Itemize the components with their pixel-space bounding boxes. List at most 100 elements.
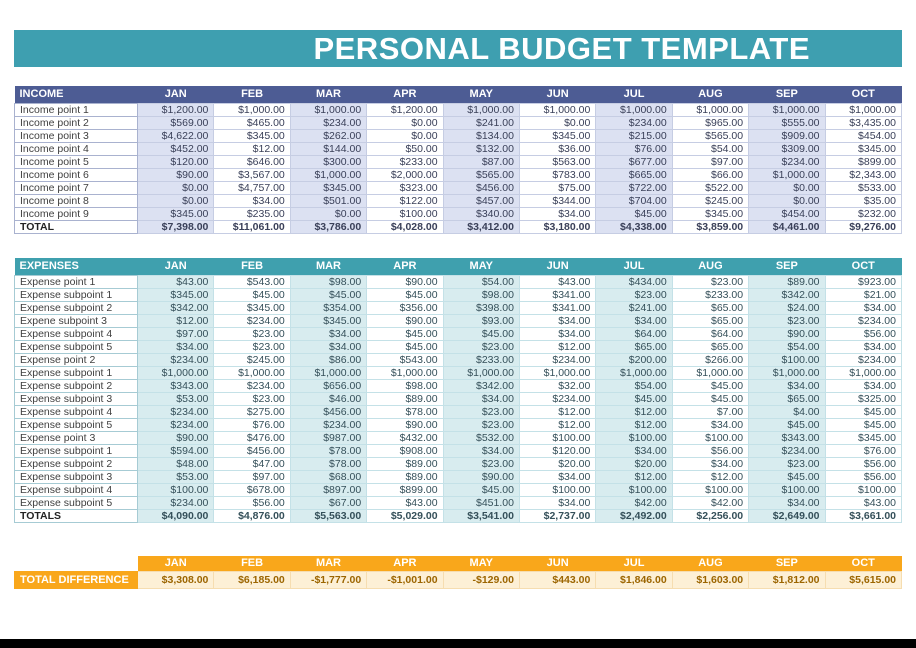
cell[interactable]: $234.00: [136, 417, 215, 432]
cell[interactable]: $234.00: [136, 352, 215, 367]
cell[interactable]: $34.00: [289, 339, 368, 354]
month-header-aug[interactable]: AUG: [672, 86, 749, 103]
cell[interactable]: $34.00: [824, 339, 903, 354]
cell[interactable]: $4,757.00: [213, 180, 291, 195]
row-label[interactable]: Expense subpoint 4: [14, 404, 138, 419]
cell[interactable]: $76.00: [213, 417, 291, 432]
cell[interactable]: $45.00: [824, 417, 903, 432]
cell[interactable]: $100.00: [518, 482, 597, 497]
month-header-may[interactable]: MAY: [443, 258, 520, 275]
cell[interactable]: $134.00: [442, 128, 520, 143]
cell[interactable]: $56.00: [824, 326, 903, 341]
cell[interactable]: $233.00: [671, 287, 750, 302]
row-label[interactable]: Income point 4: [14, 141, 138, 156]
cell[interactable]: $345.00: [671, 206, 750, 221]
total-cell[interactable]: $4,876.00: [213, 508, 291, 523]
cell[interactable]: $90.00: [366, 417, 444, 432]
difference-cell[interactable]: -$1,777.00: [289, 570, 368, 589]
row-label[interactable]: Income point 7: [14, 180, 138, 195]
total-cell[interactable]: $2,492.00: [595, 508, 673, 523]
total-cell[interactable]: $4,028.00: [366, 219, 444, 234]
month-header-jun[interactable]: JUN: [519, 258, 596, 275]
cell[interactable]: $100.00: [518, 430, 597, 445]
cell[interactable]: $100.00: [748, 352, 826, 367]
row-label[interactable]: Expense subpoint 4: [14, 326, 138, 341]
cell[interactable]: $342.00: [136, 300, 215, 315]
cell[interactable]: $100.00: [671, 430, 750, 445]
total-cell[interactable]: $3,661.00: [824, 508, 903, 523]
cell[interactable]: $345.00: [213, 128, 291, 143]
cell[interactable]: $98.00: [366, 378, 444, 393]
row-label[interactable]: Expense subpoint 2: [14, 300, 138, 315]
month-header-mar[interactable]: MAR: [290, 258, 367, 275]
cell[interactable]: $345.00: [824, 430, 903, 445]
cell[interactable]: $899.00: [366, 482, 444, 497]
month-header-jan[interactable]: JAN: [137, 258, 214, 275]
row-label[interactable]: Expense subpoint 2: [14, 378, 138, 393]
cell[interactable]: $34.00: [518, 326, 597, 341]
cell[interactable]: $923.00: [824, 274, 903, 289]
cell[interactable]: $32.00: [518, 378, 597, 393]
cell[interactable]: $234.00: [824, 313, 903, 328]
cell[interactable]: $245.00: [213, 352, 291, 367]
cell[interactable]: $65.00: [748, 391, 826, 406]
cell[interactable]: $987.00: [289, 430, 368, 445]
cell[interactable]: $457.00: [442, 193, 520, 208]
cell[interactable]: $34.00: [289, 326, 368, 341]
cell[interactable]: $1,000.00: [289, 102, 368, 117]
month-header-jul[interactable]: JUL: [595, 86, 673, 103]
cell[interactable]: $24.00: [748, 300, 826, 315]
cell[interactable]: $1,000.00: [442, 102, 520, 117]
cell[interactable]: $1,000.00: [366, 365, 444, 380]
cell[interactable]: $42.00: [671, 495, 750, 510]
cell[interactable]: $54.00: [748, 339, 826, 354]
cell[interactable]: $97.00: [671, 154, 750, 169]
cell[interactable]: $12.00: [518, 404, 597, 419]
cell[interactable]: $533.00: [824, 180, 903, 195]
cell[interactable]: $54.00: [442, 274, 520, 289]
cell[interactable]: $342.00: [748, 287, 826, 302]
cell[interactable]: $100.00: [824, 482, 903, 497]
row-label[interactable]: Income point 9: [14, 206, 138, 221]
cell[interactable]: $45.00: [748, 417, 826, 432]
cell[interactable]: $1,000.00: [289, 365, 368, 380]
cell[interactable]: $1,200.00: [366, 102, 444, 117]
total-cell[interactable]: $4,090.00: [136, 508, 215, 523]
cell[interactable]: $45.00: [442, 482, 520, 497]
cell[interactable]: $704.00: [595, 193, 673, 208]
cell[interactable]: $454.00: [824, 128, 903, 143]
row-label[interactable]: Expense subpoint 1: [14, 287, 138, 302]
cell[interactable]: $90.00: [748, 326, 826, 341]
cell[interactable]: $90.00: [136, 167, 215, 182]
cell[interactable]: $89.00: [366, 456, 444, 471]
month-header-aug[interactable]: AUG: [672, 258, 749, 275]
cell[interactable]: $54.00: [595, 378, 673, 393]
cell[interactable]: $234.00: [213, 378, 291, 393]
cell[interactable]: $456.00: [213, 443, 291, 458]
cell[interactable]: $0.00: [289, 206, 368, 221]
month-header-oct[interactable]: OCT: [825, 86, 902, 103]
cell[interactable]: $90.00: [366, 274, 444, 289]
cell[interactable]: $56.00: [824, 456, 903, 471]
cell[interactable]: $1,000.00: [824, 365, 903, 380]
cell[interactable]: $532.00: [442, 430, 520, 445]
cell[interactable]: $275.00: [213, 404, 291, 419]
month-header-sep[interactable]: SEP: [748, 86, 826, 103]
cell[interactable]: $43.00: [518, 274, 597, 289]
cell[interactable]: $34.00: [671, 417, 750, 432]
cell[interactable]: $56.00: [671, 443, 750, 458]
cell[interactable]: $34.00: [748, 378, 826, 393]
cell[interactable]: $345.00: [824, 141, 903, 156]
cell[interactable]: $646.00: [213, 154, 291, 169]
difference-cell[interactable]: -$1,001.00: [366, 570, 444, 589]
cell[interactable]: $75.00: [518, 180, 597, 195]
cell[interactable]: $7.00: [671, 404, 750, 419]
cell[interactable]: $100.00: [136, 482, 215, 497]
cell[interactable]: $432.00: [366, 430, 444, 445]
total-cell[interactable]: $2,256.00: [671, 508, 750, 523]
cell[interactable]: $1,000.00: [748, 365, 826, 380]
cell[interactable]: $89.00: [366, 469, 444, 484]
cell[interactable]: $23.00: [442, 417, 520, 432]
cell[interactable]: $345.00: [136, 287, 215, 302]
cell[interactable]: $234.00: [748, 154, 826, 169]
